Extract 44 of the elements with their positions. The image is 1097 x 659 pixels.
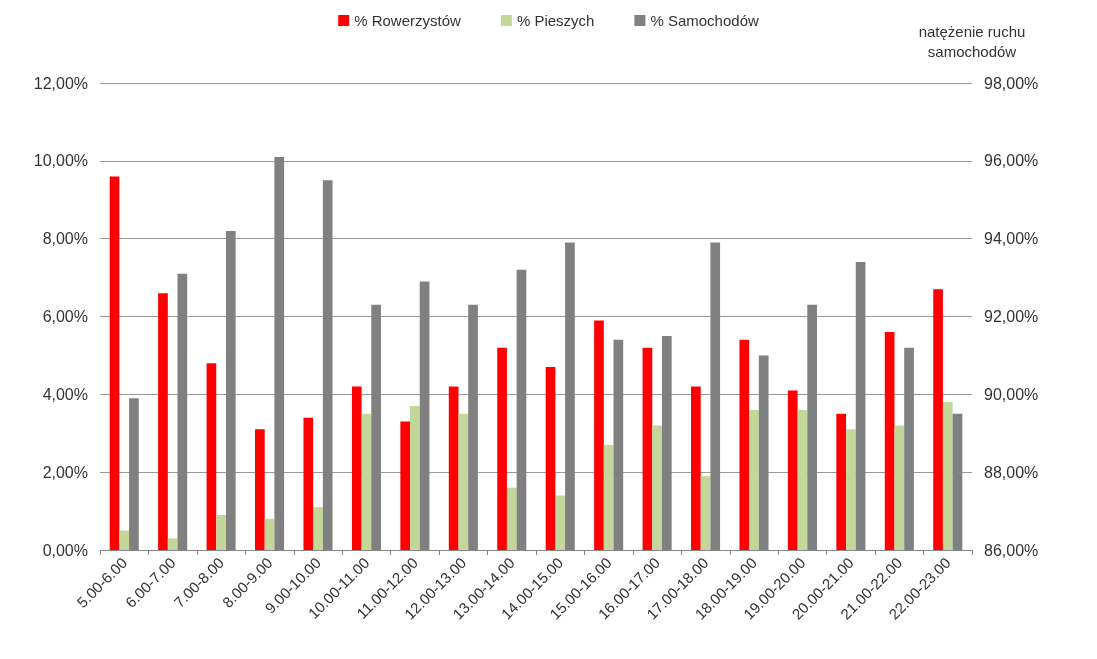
y-tick-label: 12,00% <box>33 74 88 92</box>
bar <box>167 538 178 550</box>
bar <box>933 289 943 550</box>
bar <box>642 347 653 550</box>
legend-label: % Rowerzystów <box>354 12 462 29</box>
y2-axis-title: natężenie ruchu samochodów <box>918 22 1026 60</box>
bar <box>836 413 847 550</box>
bar <box>400 421 411 550</box>
bar <box>119 530 130 550</box>
bar <box>216 514 226 550</box>
bar <box>351 386 362 550</box>
y2-tick-label: 88,00% <box>984 463 1039 481</box>
bar <box>787 390 798 550</box>
y-tick-label: 4,00% <box>42 385 88 403</box>
y-tick-label: 8,00% <box>42 230 88 248</box>
y-tick-label: 6,00% <box>42 308 88 325</box>
bar <box>739 339 750 550</box>
bar <box>448 386 459 550</box>
y-tick-label: 2,00% <box>42 463 88 481</box>
bar <box>884 332 895 550</box>
bar <box>109 176 120 550</box>
y-tick-label: 10,00% <box>33 152 88 170</box>
bar <box>264 518 275 550</box>
bar <box>545 367 556 550</box>
y2-tick-label: 98,00% <box>984 74 1039 92</box>
y-tick-label: 0,00% <box>42 541 88 559</box>
y2-tick-label: 96,00% <box>984 152 1039 170</box>
bar <box>158 293 168 550</box>
bar <box>594 320 604 550</box>
legend-label: % Pieszych <box>516 12 595 29</box>
bar <box>206 363 217 550</box>
bar <box>700 476 711 550</box>
bar <box>497 347 507 550</box>
y2-tick-label: 86,00% <box>984 541 1039 559</box>
bar <box>506 487 517 550</box>
y2-tick-label: 92,00% <box>984 308 1039 325</box>
bar <box>555 495 566 550</box>
bar <box>303 417 314 550</box>
legend-label: % Samochodów <box>650 12 759 29</box>
bar <box>255 429 265 550</box>
bar <box>691 386 701 550</box>
y2-tick-label: 94,00% <box>984 230 1039 248</box>
y2-tick-label: 90,00% <box>984 385 1039 403</box>
bar <box>313 507 323 550</box>
